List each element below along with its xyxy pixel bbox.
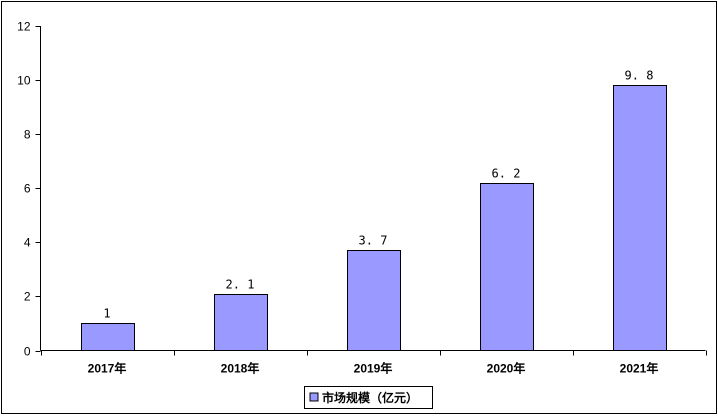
data-label: 6. 2 bbox=[492, 167, 521, 181]
data-label: 2. 1 bbox=[226, 278, 255, 292]
x-tick-label: 2021年 bbox=[620, 361, 659, 376]
bar bbox=[480, 183, 534, 351]
x-tick-label: 2017年 bbox=[88, 361, 127, 376]
data-label: 1 bbox=[103, 307, 110, 321]
data-labels: 1 2. 1 3. 7 6. 2 9. 8 bbox=[103, 69, 653, 321]
legend: 市场规模（亿元） bbox=[304, 386, 433, 409]
data-label: 9. 8 bbox=[625, 69, 654, 83]
y-tick-label: 0 bbox=[24, 345, 31, 359]
data-label: 3. 7 bbox=[359, 234, 388, 248]
bar bbox=[214, 294, 268, 351]
legend-swatch bbox=[309, 392, 319, 402]
bar bbox=[347, 250, 401, 351]
y-tick-label: 8 bbox=[24, 128, 31, 142]
bar bbox=[81, 323, 135, 351]
y-tick-label: 4 bbox=[24, 236, 31, 250]
y-tick-label: 12 bbox=[17, 20, 31, 34]
legend-label: 市场规模（亿元） bbox=[322, 390, 418, 405]
y-tick-label: 10 bbox=[17, 74, 31, 88]
y-tick-label: 2 bbox=[24, 290, 31, 304]
x-tick-label: 2018年 bbox=[221, 361, 260, 376]
y-axis: 0 2 4 6 8 10 12 bbox=[17, 20, 41, 359]
x-tick-label: 2019年 bbox=[354, 361, 393, 376]
bar bbox=[613, 85, 667, 351]
x-tick-label: 2020年 bbox=[487, 361, 526, 376]
y-tick-label: 6 bbox=[24, 182, 31, 196]
legend-box bbox=[304, 386, 433, 409]
bars bbox=[81, 85, 667, 351]
